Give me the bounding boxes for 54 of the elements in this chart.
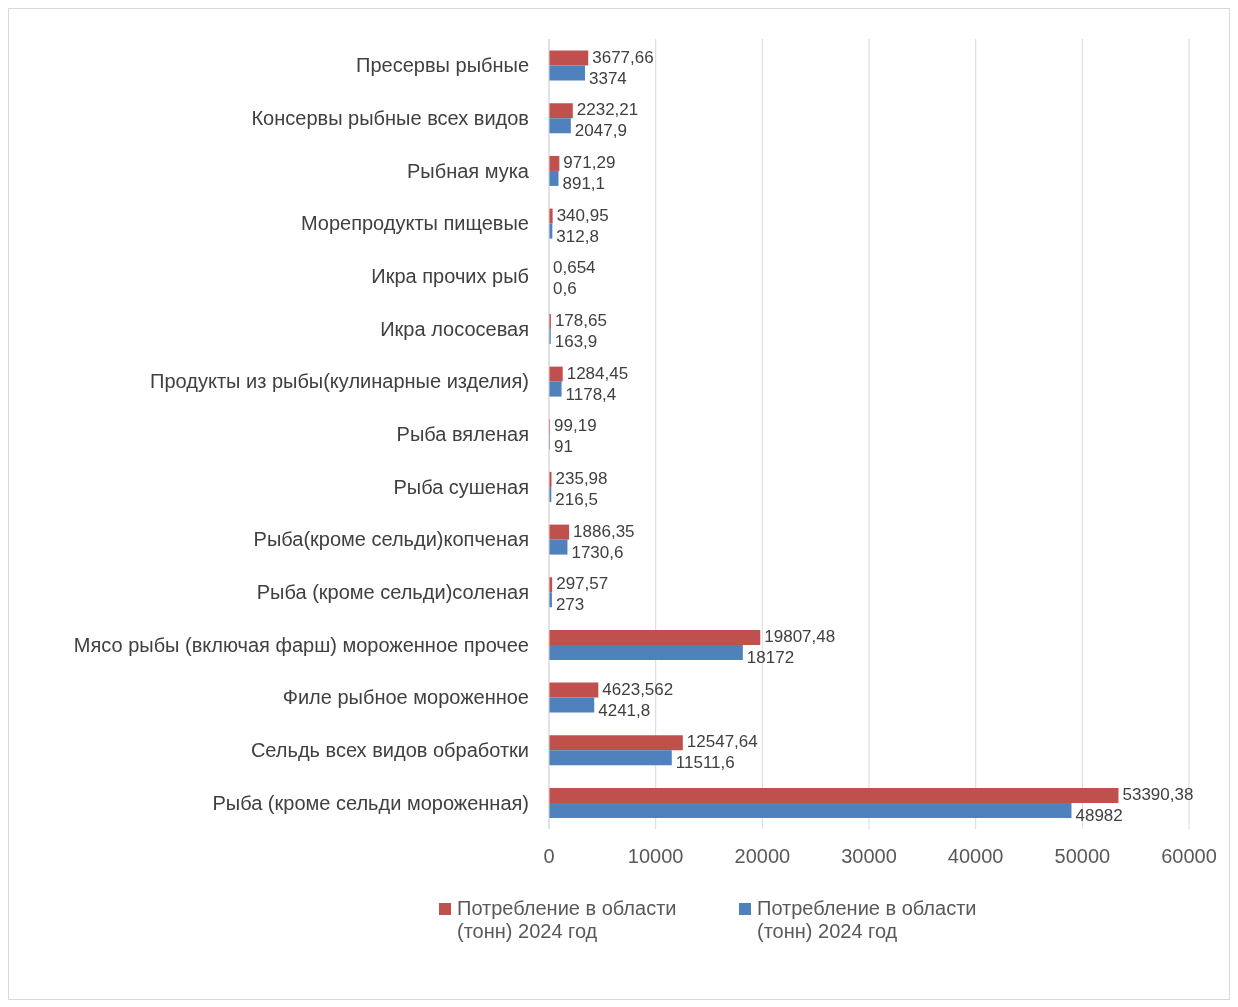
data-label: 273 bbox=[555, 595, 585, 615]
data-label: 163,9 bbox=[554, 331, 598, 351]
data-label: 340,95 bbox=[556, 205, 609, 225]
data-label: 971,29 bbox=[563, 152, 616, 172]
y-tick-label: Рыба(кроме сельди)копченая bbox=[253, 528, 529, 551]
y-tick-label: Пресервы рыбные bbox=[356, 54, 529, 77]
data-label: 18172 bbox=[746, 647, 795, 667]
data-label: 0,654 bbox=[553, 258, 596, 278]
y-tick-label: Морепродукты пищевые bbox=[300, 212, 529, 235]
x-tick-label: 30000 bbox=[841, 845, 897, 868]
y-tick-label: Рыба вяленая bbox=[396, 423, 529, 446]
data-label: 99,19 bbox=[554, 416, 597, 436]
data-label: 2232,21 bbox=[576, 100, 639, 120]
x-tick-label: 50000 bbox=[1054, 845, 1111, 868]
data-label: 3374 bbox=[588, 68, 627, 88]
data-label: 312,8 bbox=[556, 226, 599, 246]
y-tick-label: Консервы рыбные всех видов bbox=[251, 107, 529, 130]
data-label: 3677,66 bbox=[592, 47, 654, 67]
data-label: 1178,4 bbox=[565, 384, 617, 404]
data-label: 53390,38 bbox=[1122, 784, 1194, 804]
x-tick-label: 40000 bbox=[947, 845, 1004, 868]
y-tick-label: Икра прочих рыб bbox=[371, 265, 529, 288]
y-tick-label: Рыба (кроме сельди)соленая bbox=[256, 581, 529, 604]
data-label: 11511,6 bbox=[675, 753, 735, 773]
data-label: 216,5 bbox=[555, 489, 598, 509]
data-label: 1730,6 bbox=[571, 542, 624, 562]
y-tick-label: Мясо рыбы (включая фарш) мороженное прочее bbox=[73, 633, 529, 656]
y-tick-label: Сельдь всех видов обработки bbox=[250, 739, 529, 762]
legend-label: Потребление в области (тонн) 2024 год bbox=[757, 897, 978, 943]
legend-label: Потребление в области (тонн) 2024 год bbox=[457, 897, 678, 943]
x-tick-label: 60000 bbox=[1161, 845, 1217, 868]
y-tick-label: Рыба сушеная bbox=[393, 475, 529, 498]
x-tick-label: 0 bbox=[543, 845, 555, 868]
data-label: 891,1 bbox=[562, 173, 606, 193]
data-label: 4241,8 bbox=[598, 700, 651, 720]
data-label: 0,6 bbox=[553, 279, 577, 299]
y-tick-label: Филе рыбное мороженное bbox=[282, 686, 529, 709]
data-label: 178,65 bbox=[554, 310, 607, 330]
y-tick-label: Рыба (кроме сельди мороженная) bbox=[212, 791, 529, 814]
y-tick-label: Икра лососевая bbox=[380, 317, 529, 340]
data-label: 1886,35 bbox=[573, 521, 635, 541]
data-label: 4623,562 bbox=[602, 679, 674, 699]
x-tick-label: 20000 bbox=[734, 845, 791, 868]
data-label: 91 bbox=[553, 437, 573, 457]
x-tick-label: 10000 bbox=[627, 845, 684, 868]
y-tick-label: Рыбная мука bbox=[406, 159, 530, 182]
data-label: 19807,48 bbox=[764, 626, 836, 646]
data-label: 48982 bbox=[1075, 805, 1123, 825]
data-label: 12547,64 bbox=[686, 732, 758, 752]
data-label: 235,98 bbox=[555, 468, 608, 488]
y-tick-label: Продукты из рыбы(кулинарные изделия) bbox=[150, 370, 529, 393]
data-label: 2047,9 bbox=[574, 121, 627, 141]
data-label: 1284,45 bbox=[566, 363, 629, 383]
data-label: 297,57 bbox=[556, 574, 609, 594]
